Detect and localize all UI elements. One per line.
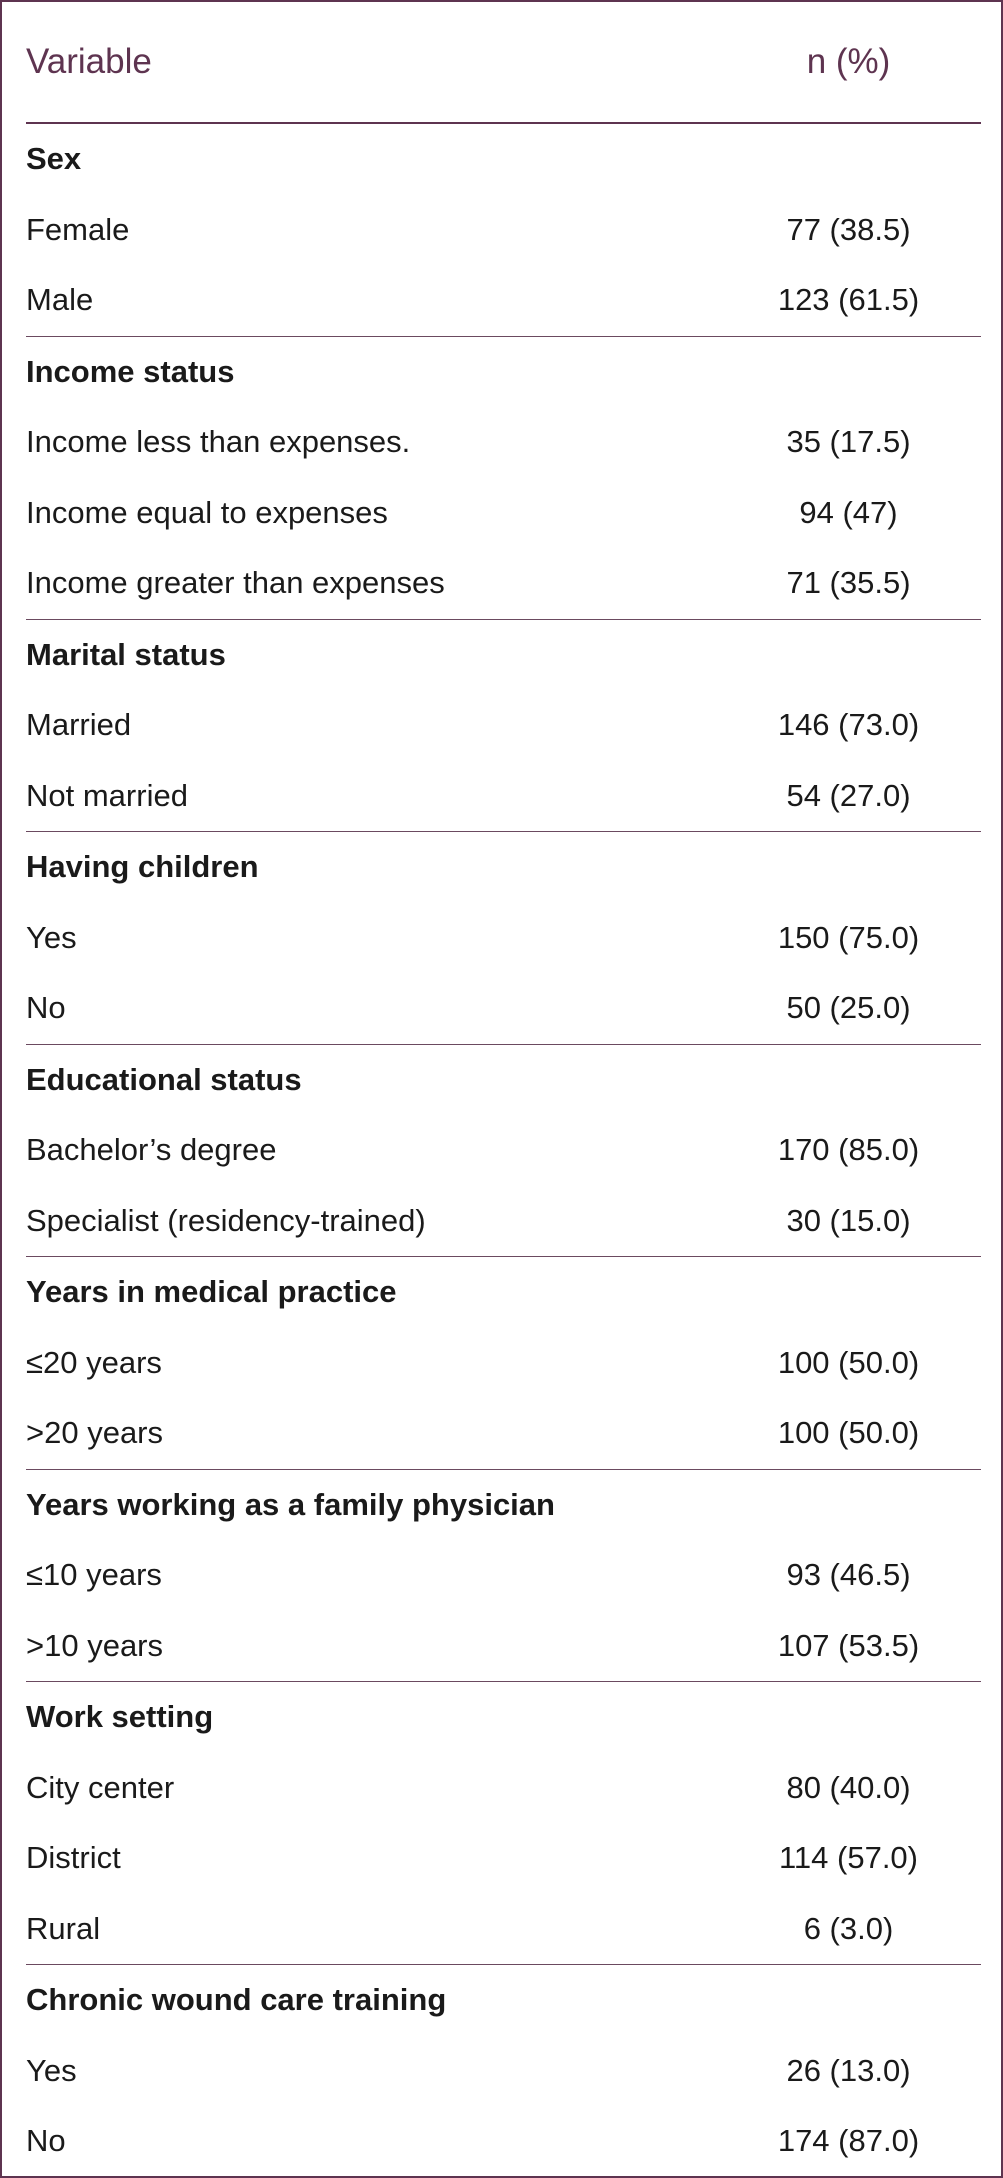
- row-label: ≤10 years: [26, 1557, 162, 1593]
- row-value: 123 (61.5): [777, 282, 920, 318]
- group-title: Work setting: [26, 1681, 981, 1753]
- row-value: 71 (35.5): [786, 565, 911, 601]
- row-label: Bachelor’s degree: [26, 1132, 277, 1168]
- table-row: Rural 6 (3.0): [26, 1894, 981, 1965]
- group-title: Educational status: [26, 1043, 981, 1115]
- table-row: ≤20 years 100 (50.0): [26, 1328, 981, 1399]
- row-label: Married: [26, 707, 132, 743]
- group-header-row: Years in medical practice: [26, 1256, 981, 1328]
- group-header-row: Educational status: [26, 1043, 981, 1115]
- row-value: 170 (85.0): [777, 1132, 920, 1168]
- row-value: 80 (40.0): [786, 1769, 911, 1805]
- group-header-row: Sex: [26, 123, 981, 195]
- table-row: ≤10 years 93 (46.5): [26, 1540, 981, 1611]
- group-header-row: Having children: [26, 831, 981, 903]
- table-body: Sex Female 77 (38.5) Male 123 (61.5) Income s…: [26, 123, 981, 2177]
- row-value: 54 (27.0): [786, 777, 911, 813]
- row-label: Income equal to expenses: [26, 494, 388, 530]
- group-header-row: Marital status: [26, 618, 981, 690]
- row-value: 77 (38.5): [786, 211, 911, 247]
- row-value: 93 (46.5): [786, 1557, 911, 1593]
- table-row: Yes 150 (75.0): [26, 903, 981, 974]
- demographics-table: Variable n (%) Sex Female 77 (38.5) Male 123…: [26, 2, 981, 2177]
- group-header-row: Income status: [26, 335, 981, 407]
- group-header-row: Chronic wound care training: [26, 1964, 981, 2036]
- row-value: 30 (15.0): [786, 1202, 911, 1238]
- row-label: Female: [26, 211, 130, 247]
- table-row: Income greater than expenses 71 (35.5): [26, 548, 981, 619]
- column-header-variable: Variable: [26, 2, 716, 124]
- group-title: Having children: [26, 831, 981, 903]
- row-label: Income less than expenses.: [26, 424, 411, 460]
- group-title: Income status: [26, 335, 981, 407]
- group-title: Chronic wound care training: [26, 1964, 981, 2036]
- table-row: No 174 (87.0): [26, 2106, 981, 2177]
- row-value: 150 (75.0): [777, 919, 920, 955]
- table-row: District 114 (57.0): [26, 1823, 981, 1894]
- row-label: Male: [26, 282, 94, 318]
- row-label: Income greater than expenses: [26, 565, 445, 601]
- group-title: Sex: [26, 141, 82, 177]
- column-header-n-percent: n (%): [716, 2, 981, 124]
- table-row: City center 80 (40.0): [26, 1753, 981, 1824]
- row-label: >20 years: [26, 1415, 164, 1451]
- row-value: 107 (53.5): [777, 1627, 920, 1663]
- group-header-row: Years working as a family physician: [26, 1468, 981, 1540]
- row-label: No: [26, 990, 66, 1026]
- row-label: Specialist (residency-trained): [26, 1202, 426, 1238]
- header-row: Variable n (%): [26, 2, 981, 124]
- table-row: No 50 (25.0): [26, 973, 981, 1044]
- row-value: 100 (50.0): [777, 1344, 920, 1380]
- group-title: Years in medical practice: [26, 1256, 981, 1328]
- row-label: >10 years: [26, 1627, 164, 1663]
- row-value: 50 (25.0): [786, 990, 911, 1026]
- row-label: Yes: [26, 2052, 77, 2088]
- row-label: No: [26, 2123, 66, 2159]
- row-label: District: [26, 1840, 121, 1876]
- table-row: >10 years 107 (53.5): [26, 1611, 981, 1682]
- table-header: Variable n (%): [26, 2, 981, 124]
- table-row: Married 146 (73.0): [26, 690, 981, 761]
- group-title: Marital status: [26, 618, 981, 690]
- row-value: 146 (73.0): [777, 707, 920, 743]
- row-value: 114 (57.0): [778, 1840, 918, 1876]
- row-label: City center: [26, 1769, 175, 1805]
- table-row: Specialist (residency-trained) 30 (15.0): [26, 1186, 981, 1257]
- row-label: Rural: [26, 1910, 101, 1946]
- table-row: Bachelor’s degree 170 (85.0): [26, 1115, 981, 1186]
- row-value: 94 (47): [799, 494, 898, 530]
- row-value: 174 (87.0): [777, 2123, 920, 2159]
- table-row: Male 123 (61.5): [26, 265, 981, 336]
- row-value: 35 (17.5): [786, 424, 911, 460]
- row-value: 100 (50.0): [777, 1415, 920, 1451]
- table-row: >20 years 100 (50.0): [26, 1398, 981, 1469]
- table-row: Income equal to expenses 94 (47): [26, 478, 981, 549]
- table-row: Yes 26 (13.0): [26, 2036, 981, 2107]
- row-value: 6 (3.0): [803, 1910, 894, 1946]
- row-label: Not married: [26, 777, 188, 813]
- group-header-row: Work setting: [26, 1681, 981, 1753]
- table-row: Female 77 (38.5): [26, 195, 981, 266]
- table-row: Income less than expenses. 35 (17.5): [26, 407, 981, 478]
- group-title: Years working as a family physician: [26, 1468, 981, 1540]
- row-label: Yes: [26, 919, 77, 955]
- table-row: Not married 54 (27.0): [26, 761, 981, 832]
- row-label: ≤20 years: [26, 1344, 162, 1380]
- row-value: 26 (13.0): [786, 2052, 911, 2088]
